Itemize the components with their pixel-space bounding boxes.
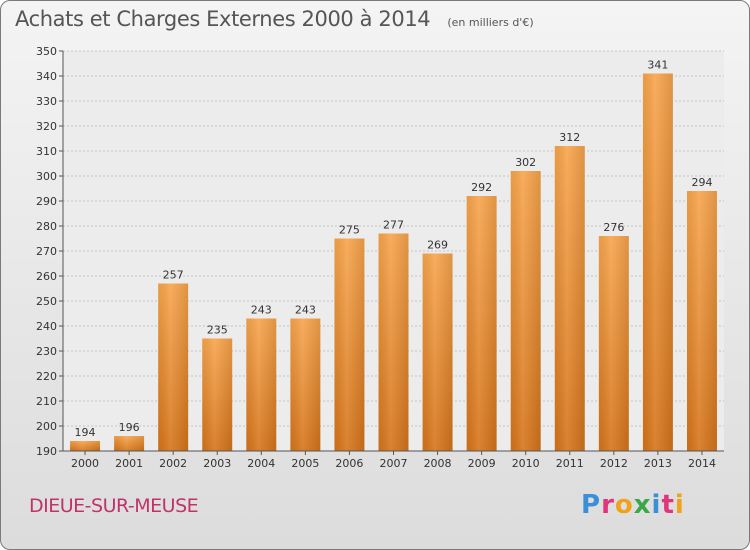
bar-value-label: 194: [75, 426, 96, 439]
y-tick-label: 260: [36, 270, 57, 283]
bar-value-label: 243: [295, 304, 316, 317]
bar-value-label: 294: [691, 176, 712, 189]
bar-value-label: 276: [603, 221, 624, 234]
x-tick-label: 2014: [688, 457, 716, 470]
bar-shade: [642, 73, 673, 451]
bar-shade: [598, 236, 629, 451]
y-tick-label: 280: [36, 220, 57, 233]
bar-shade: [70, 441, 101, 451]
bar-shade: [246, 318, 277, 451]
y-tick-label: 200: [36, 420, 57, 433]
bar-value-label: 243: [251, 304, 272, 317]
logo-letter: r: [601, 490, 615, 520]
bar-shade: [466, 196, 497, 451]
y-tick-label: 320: [36, 120, 57, 133]
y-tick-label: 210: [36, 395, 57, 408]
bar-shade: [686, 191, 717, 451]
logo-letter: t: [661, 490, 675, 520]
x-tick-label: 2007: [380, 457, 408, 470]
x-tick-label: 2002: [159, 457, 187, 470]
x-tick-label: 2013: [644, 457, 672, 470]
bar-shade: [378, 233, 409, 451]
commune-name: DIEUE-SUR-MEUSE: [29, 495, 199, 517]
bar-value-label: 312: [559, 131, 580, 144]
logo-letter: i: [651, 490, 662, 520]
x-tick-label: 2008: [424, 457, 452, 470]
y-tick-label: 290: [36, 195, 57, 208]
bar-shade: [290, 318, 321, 451]
y-tick-label: 340: [36, 70, 57, 83]
x-tick-label: 2004: [247, 457, 275, 470]
y-tick-label: 220: [36, 370, 57, 383]
bar-value-label: 302: [515, 156, 536, 169]
title-row: Achats et Charges Externes 2000 à 2014 (…: [15, 7, 534, 31]
x-tick-label: 2011: [556, 457, 584, 470]
y-tick-label: 300: [36, 170, 57, 183]
x-tick-label: 2005: [291, 457, 319, 470]
bars: 194 196 257 235 243 243 275 277 269 292 302 312 276 3…: [70, 59, 717, 451]
y-tick-label: 270: [36, 245, 57, 258]
x-tick-label: 2010: [512, 457, 540, 470]
y-tick-label: 310: [36, 145, 57, 158]
bar-value-label: 275: [339, 224, 360, 237]
proxiti-logo[interactable]: Proxiti: [581, 490, 685, 520]
bar-shade: [510, 171, 541, 451]
chart-title: Achats et Charges Externes 2000 à 2014: [15, 7, 431, 31]
y-tick-label: 190: [36, 445, 57, 458]
x-tick-label: 2012: [600, 457, 628, 470]
y-tick-label: 330: [36, 95, 57, 108]
x-tick-label: 2000: [71, 457, 99, 470]
logo-letter: o: [614, 490, 634, 520]
bar-value-label: 292: [471, 181, 492, 194]
x-tick-label: 2006: [335, 457, 363, 470]
bar-value-label: 277: [383, 219, 404, 232]
bar-shade: [114, 436, 145, 451]
bar-value-label: 235: [207, 324, 228, 337]
y-tick-label: 350: [36, 45, 57, 58]
logo-letter: P: [581, 490, 602, 520]
bar-shade: [202, 338, 233, 451]
bar-shade: [334, 238, 365, 451]
bar-shade: [158, 283, 189, 451]
bar-shade: [422, 253, 453, 451]
y-tick-label: 250: [36, 295, 57, 308]
bar-value-label: 341: [647, 59, 668, 72]
bar-shade: [554, 146, 585, 451]
y-tick-label: 240: [36, 320, 57, 333]
logo-letter: x: [633, 490, 652, 520]
axes: 190 200 210 220 230 240 250 260 270 280 290 300 310 3…: [36, 45, 724, 470]
chart-subtitle: (en milliers d'€): [447, 16, 534, 29]
y-tick-label: 230: [36, 345, 57, 358]
x-tick-label: 2001: [115, 457, 143, 470]
x-tick-label: 2003: [203, 457, 231, 470]
x-tick-label: 2009: [468, 457, 496, 470]
bar-value-label: 196: [119, 421, 140, 434]
bar-value-label: 269: [427, 239, 448, 252]
logo-letter: i: [674, 490, 685, 520]
bar-value-label: 257: [163, 269, 184, 282]
